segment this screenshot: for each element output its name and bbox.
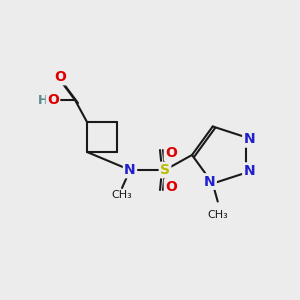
- Text: CH₃: CH₃: [207, 209, 228, 220]
- Text: H: H: [38, 94, 48, 106]
- Text: O: O: [54, 70, 66, 84]
- Text: O: O: [165, 146, 177, 160]
- Text: O: O: [165, 180, 177, 194]
- Text: N: N: [244, 132, 255, 146]
- Text: N: N: [204, 175, 215, 188]
- Text: N: N: [124, 163, 136, 177]
- Text: O: O: [47, 93, 59, 107]
- Text: S: S: [160, 163, 170, 177]
- Text: CH₃: CH₃: [112, 190, 132, 200]
- Text: N: N: [244, 164, 255, 178]
